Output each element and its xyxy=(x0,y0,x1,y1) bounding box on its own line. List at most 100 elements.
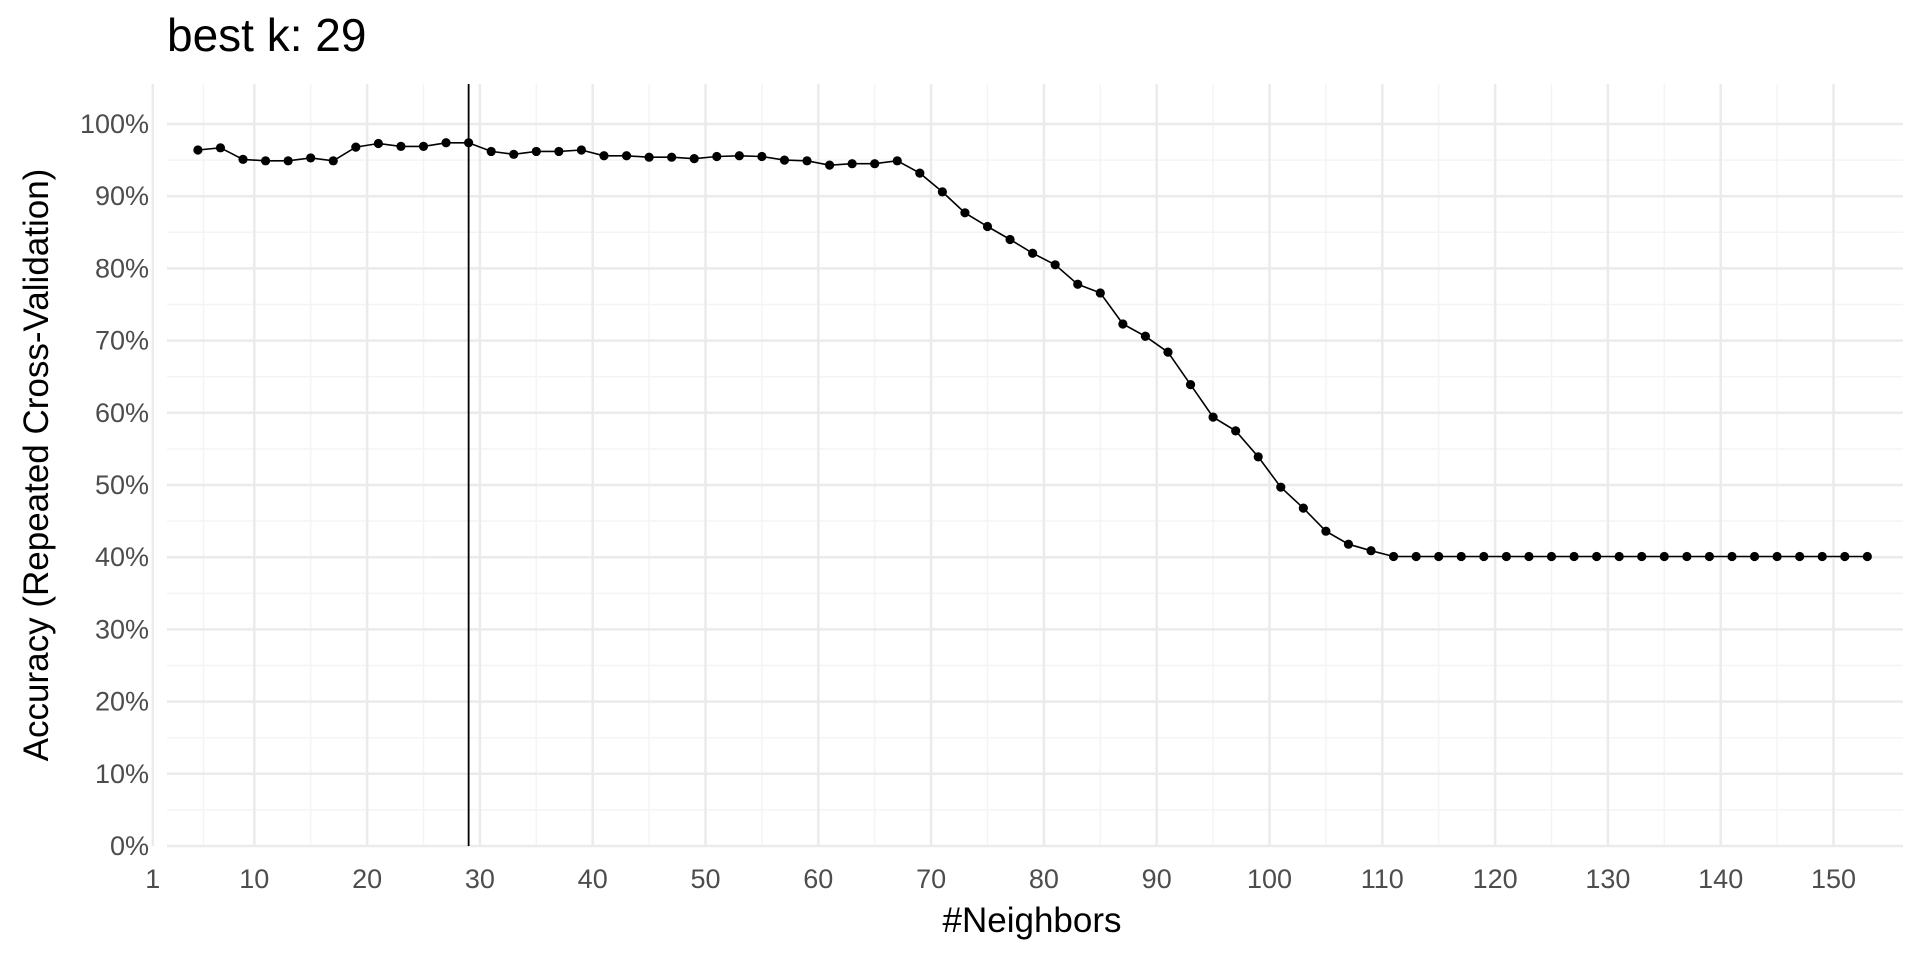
data-point xyxy=(1817,551,1827,562)
data-point xyxy=(1546,551,1557,562)
data-point xyxy=(1388,551,1399,562)
data-point xyxy=(1569,551,1579,562)
data-point xyxy=(1840,551,1850,562)
x-tick-label: 80 xyxy=(1029,864,1059,894)
data-point xyxy=(1343,539,1354,549)
data-point xyxy=(1749,551,1760,562)
y-tick-label: 70% xyxy=(95,326,149,356)
data-point xyxy=(576,145,587,155)
data-point xyxy=(351,142,361,152)
data-point xyxy=(260,156,271,166)
data-point xyxy=(847,159,857,169)
data-point xyxy=(892,156,902,166)
data-point xyxy=(960,208,970,218)
x-tick-label: 10 xyxy=(239,864,269,894)
data-point xyxy=(779,155,790,165)
y-tick-label: 80% xyxy=(95,253,149,283)
data-point xyxy=(1659,551,1669,562)
data-point xyxy=(1185,380,1196,390)
y-tick-label: 50% xyxy=(95,470,149,500)
x-tick-label: 110 xyxy=(1361,864,1404,894)
y-tick-label: 90% xyxy=(95,181,149,211)
data-point xyxy=(373,138,383,149)
y-tick-label: 100% xyxy=(80,109,149,139)
data-point xyxy=(1479,551,1489,562)
data-point xyxy=(937,187,947,197)
data-point xyxy=(1321,526,1331,536)
data-point xyxy=(1298,503,1308,513)
data-point xyxy=(509,149,519,159)
data-point xyxy=(283,156,293,166)
data-point xyxy=(418,141,429,151)
x-tick-label: 120 xyxy=(1473,864,1518,894)
x-tick-label: 1 xyxy=(145,864,160,894)
data-point xyxy=(1208,412,1218,422)
data-point xyxy=(1727,551,1737,562)
y-tick-label: 60% xyxy=(95,398,149,428)
data-point xyxy=(1862,551,1872,562)
data-point xyxy=(464,138,474,148)
data-point xyxy=(238,154,248,164)
x-tick-label: 20 xyxy=(352,864,382,894)
data-point xyxy=(1253,452,1263,462)
data-point xyxy=(621,151,632,161)
data-point xyxy=(1456,551,1466,562)
data-point xyxy=(1772,551,1782,562)
data-point xyxy=(554,146,564,157)
chart-title: best k: 29 xyxy=(167,9,367,61)
y-tick-label: 30% xyxy=(95,614,149,644)
x-tick-label: 140 xyxy=(1698,864,1743,894)
data-point xyxy=(1163,347,1173,357)
data-point xyxy=(441,138,451,148)
data-point xyxy=(531,146,541,157)
data-point xyxy=(1795,551,1805,562)
data-point xyxy=(1501,551,1511,562)
x-tick-label: 60 xyxy=(803,864,833,894)
data-point xyxy=(1614,551,1624,562)
data-point xyxy=(1028,248,1038,258)
data-point xyxy=(1073,279,1083,289)
data-point xyxy=(870,159,880,169)
data-point xyxy=(689,154,699,164)
x-tick-label: 50 xyxy=(690,864,720,894)
y-tick-label: 40% xyxy=(95,542,149,572)
data-point xyxy=(328,156,338,166)
x-tick-label: 70 xyxy=(916,864,946,894)
x-tick-label: 40 xyxy=(578,864,608,894)
data-point xyxy=(486,146,496,157)
data-point xyxy=(644,152,654,162)
data-point xyxy=(1005,234,1015,245)
data-point xyxy=(802,156,812,166)
x-tick-label: 30 xyxy=(465,864,495,894)
data-point xyxy=(1524,551,1534,562)
data-point xyxy=(1637,551,1647,562)
data-point xyxy=(1434,551,1444,562)
data-point xyxy=(1050,260,1060,270)
data-point xyxy=(193,145,203,155)
data-point xyxy=(734,151,744,161)
data-point xyxy=(1366,546,1376,556)
data-point xyxy=(1231,426,1241,436)
data-point xyxy=(1118,319,1128,329)
y-tick-label: 10% xyxy=(95,759,149,789)
data-point xyxy=(306,153,316,163)
series-line xyxy=(197,142,1868,558)
data-point xyxy=(1276,482,1286,492)
data-point xyxy=(915,168,925,178)
data-point xyxy=(824,160,835,170)
data-point xyxy=(396,141,406,151)
data-point xyxy=(1411,551,1421,562)
x-axis-title: #Neighbors xyxy=(943,901,1122,940)
y-axis-title: Accuracy (Repeated Cross-Validation) xyxy=(17,169,56,762)
data-point xyxy=(982,221,993,232)
data-point xyxy=(215,143,226,153)
data-point xyxy=(1592,551,1602,562)
data-point xyxy=(757,151,767,162)
x-tick-label: 150 xyxy=(1811,864,1856,894)
x-tick-label: 100 xyxy=(1247,864,1292,894)
data-point xyxy=(1095,288,1105,298)
x-tick-label: 90 xyxy=(1142,864,1172,894)
gridlines xyxy=(151,84,1903,848)
x-tick-label: 130 xyxy=(1585,864,1630,894)
